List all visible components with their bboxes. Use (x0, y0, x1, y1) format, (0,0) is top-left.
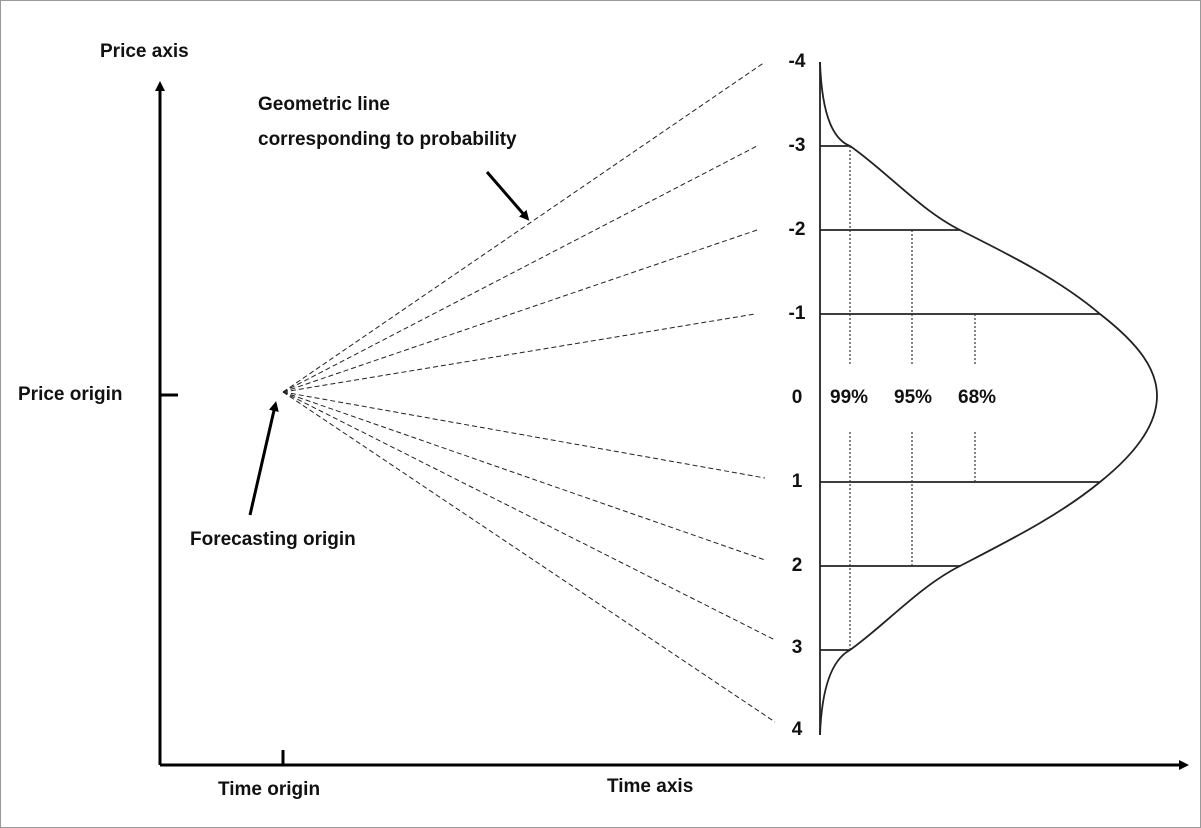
x-axis-label: Time axis (607, 776, 693, 797)
distribution-curve (819, 61, 1158, 736)
level-label: -2 (789, 219, 806, 240)
annotation: Geometric line (258, 94, 390, 115)
interval-lines (849, 146, 976, 650)
level-label: 2 (792, 555, 803, 576)
annotation-arrow (248, 401, 279, 516)
sigma-lines (820, 145, 1100, 651)
annotation-arrow (485, 171, 530, 221)
annotation: corresponding to probability (258, 129, 517, 150)
level-label: -4 (789, 51, 806, 72)
level-label: 3 (792, 637, 803, 658)
price-origin-label: Price origin (18, 384, 123, 405)
level-label: 0 (792, 387, 803, 408)
interval-label: 99% (830, 387, 868, 408)
level-label: 4 (792, 719, 803, 740)
level-label: 1 (792, 471, 803, 492)
level-label: -1 (789, 303, 806, 324)
interval-label: 68% (958, 387, 996, 408)
y-axis-label: Price axis (100, 41, 189, 62)
interval-label: 95% (894, 387, 932, 408)
annotation: Forecasting origin (190, 529, 356, 550)
level-label: -3 (789, 135, 806, 156)
time-origin-label: Time origin (218, 779, 320, 800)
fan-lines (282, 61, 776, 723)
